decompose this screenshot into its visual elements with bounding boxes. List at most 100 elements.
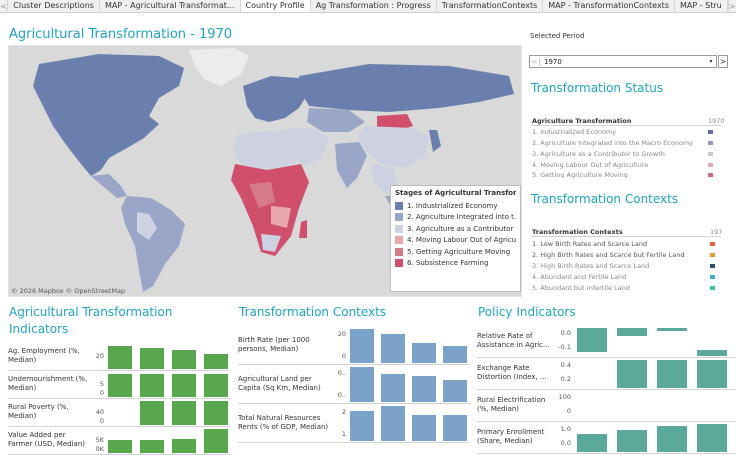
tab-ag-transformation-progress[interactable]: Ag Transformation : Progress [311, 0, 437, 12]
indicator-bar[interactable] [443, 380, 467, 402]
axis-tick-label: 0 [99, 389, 104, 397]
indicator-row-label: Primary Enrollment (Share, Median) [477, 428, 545, 445]
map-legend: Stages of Agricultural Transformati... 1… [390, 185, 521, 292]
contexts-year: 197 [710, 228, 723, 236]
tab-scroll-left-icon[interactable]: < [0, 0, 9, 12]
indicator-bar[interactable] [577, 328, 607, 352]
china-shape [357, 126, 429, 168]
indicator-bar[interactable] [204, 429, 228, 453]
indicator-bar[interactable] [697, 360, 727, 388]
indicator-bar[interactable] [381, 333, 405, 363]
context-item[interactable]: 4. Abundant and Fertile Land [532, 273, 627, 281]
period-next-button[interactable]: > [718, 55, 728, 68]
indicator-bar[interactable] [443, 414, 467, 441]
indicator-bar[interactable] [172, 374, 196, 397]
divider [531, 125, 721, 126]
indicator-bar[interactable] [204, 354, 228, 369]
russia-shape [299, 64, 514, 112]
tab-country-profile[interactable]: Country Profile [240, 0, 311, 12]
row-divider [238, 442, 470, 443]
world-map-canvas[interactable] [9, 46, 522, 297]
indicator-bar[interactable] [617, 360, 647, 388]
indicator-bar[interactable] [657, 426, 687, 452]
indicator-bar[interactable] [140, 374, 164, 397]
legend-swatch [395, 247, 403, 256]
indicator-bar[interactable] [108, 345, 132, 369]
status-swatch [708, 141, 713, 145]
period-select[interactable]: < 1970 ▾ [529, 55, 717, 68]
indicator-bar[interactable] [381, 406, 405, 441]
tab-transformation-contexts[interactable]: TransformationContexts [437, 0, 544, 12]
context-item[interactable]: 5. Abundant but Infertile Land [532, 284, 630, 292]
status-item[interactable]: 5. Getting Agriculture Moving [532, 171, 628, 178]
indicator-bar[interactable] [140, 348, 164, 369]
status-item[interactable]: 4. Moving Labour Out of Agriculture [532, 161, 649, 169]
indicator-bar[interactable] [697, 350, 727, 356]
legend-label: 1. Industrialized Economy [407, 201, 498, 210]
axis-tick-label: 1.0 [560, 425, 571, 433]
legend-swatch [395, 224, 403, 233]
indicator-bar[interactable] [172, 438, 196, 453]
indicator-bar[interactable] [108, 374, 132, 397]
context-item[interactable]: 1. Low Birth Rates and Scarce Land [532, 240, 648, 248]
indicator-row-label: Total Natural Resources Rents (% of GDP,… [238, 414, 329, 431]
context-item[interactable]: 3. High Birth Rates and Scarce Land [532, 262, 650, 270]
indicator-bar[interactable] [140, 401, 164, 425]
indicator-bar[interactable] [617, 429, 647, 452]
policy-indicators-panel: Relative Rate of Assistance in Agric... 0… [477, 326, 736, 454]
context-swatch [710, 275, 715, 279]
legend-item[interactable]: 1. Industrialized Economy [395, 200, 516, 212]
status-swatch [708, 130, 713, 134]
indicator-bar[interactable] [172, 401, 196, 425]
legend-item[interactable]: 6. Subsistence Farming [395, 258, 516, 270]
indicator-bar[interactable] [617, 328, 647, 337]
status-item[interactable]: 2. Agriculture Integrated into the Macro… [532, 139, 694, 147]
europe-shape [243, 76, 309, 122]
indicator-row-label: Rural Electrification (%, Median) [477, 396, 546, 413]
tab-scroll-right-icon[interactable]: > [727, 0, 736, 12]
world-map[interactable]: © 2026 Mapbox © OpenStreetMap [8, 45, 522, 297]
legend-label: 2. Agriculture Integrated into t... [407, 213, 516, 222]
legend-item[interactable]: 3. Agriculture as a Contributor ... [395, 223, 516, 235]
axis-tick-label: 5K [95, 436, 104, 444]
tab-map-transformation-contexts[interactable]: MAP - TransformationContexts [543, 0, 675, 12]
axis-tick-label: 0.0 [560, 439, 571, 447]
indicator-bar[interactable] [108, 439, 132, 453]
indicator-bar[interactable] [412, 375, 436, 402]
legend-item[interactable]: 5. Getting Agriculture Moving [395, 246, 516, 258]
status-item[interactable]: 3. Agriculture as a Contributor to Growt… [532, 150, 665, 158]
indicator-bar[interactable] [443, 345, 467, 363]
map-attribution: © 2026 Mapbox © OpenStreetMap [11, 287, 126, 295]
ag-indicators-title-line1: Agricultural Transformation [9, 305, 173, 319]
indicator-bar[interactable] [172, 349, 196, 369]
axis-tick-label: 1 [341, 430, 346, 438]
indicator-bar[interactable] [412, 414, 436, 441]
period-prev-icon[interactable]: < [530, 57, 540, 66]
indicator-bar[interactable] [350, 411, 374, 441]
axis-tick-label: 0.2 [560, 375, 571, 383]
indicator-bar[interactable] [204, 374, 228, 397]
row-divider [477, 421, 736, 422]
indicator-bar[interactable] [381, 374, 405, 402]
indicator-bar[interactable] [140, 439, 164, 453]
indicator-bar[interactable] [577, 433, 607, 452]
tab-map-stru[interactable]: MAP - Stru [675, 0, 728, 12]
tab-cluster-descriptions[interactable]: Cluster Descriptions [8, 0, 100, 12]
legend-item[interactable]: 2. Agriculture Integrated into t... [395, 212, 516, 224]
indicator-bar[interactable] [697, 424, 727, 452]
indicator-bar[interactable] [350, 328, 374, 363]
indicator-bar[interactable] [350, 367, 374, 402]
status-year: 1970 [708, 117, 725, 125]
chevron-down-icon[interactable]: ▾ [709, 58, 713, 65]
status-swatch [708, 173, 713, 177]
indicator-bar[interactable] [412, 342, 436, 363]
context-item[interactable]: 2. High Birth Rates and Scarce but Ferti… [532, 251, 685, 259]
indicator-bar[interactable] [657, 360, 687, 388]
indicator-bar[interactable] [204, 401, 228, 425]
legend-label: 3. Agriculture as a Contributor ... [407, 224, 516, 233]
legend-item[interactable]: 4. Moving Labour Out of Agricul... [395, 235, 516, 247]
tab-map-agricultural-transformation[interactable]: MAP - Agricultural Transformat... [100, 0, 241, 12]
status-item[interactable]: 1. Industrialized Economy [532, 128, 617, 136]
period-select-value: 1970 [544, 57, 562, 66]
indicator-bar[interactable] [657, 328, 687, 331]
